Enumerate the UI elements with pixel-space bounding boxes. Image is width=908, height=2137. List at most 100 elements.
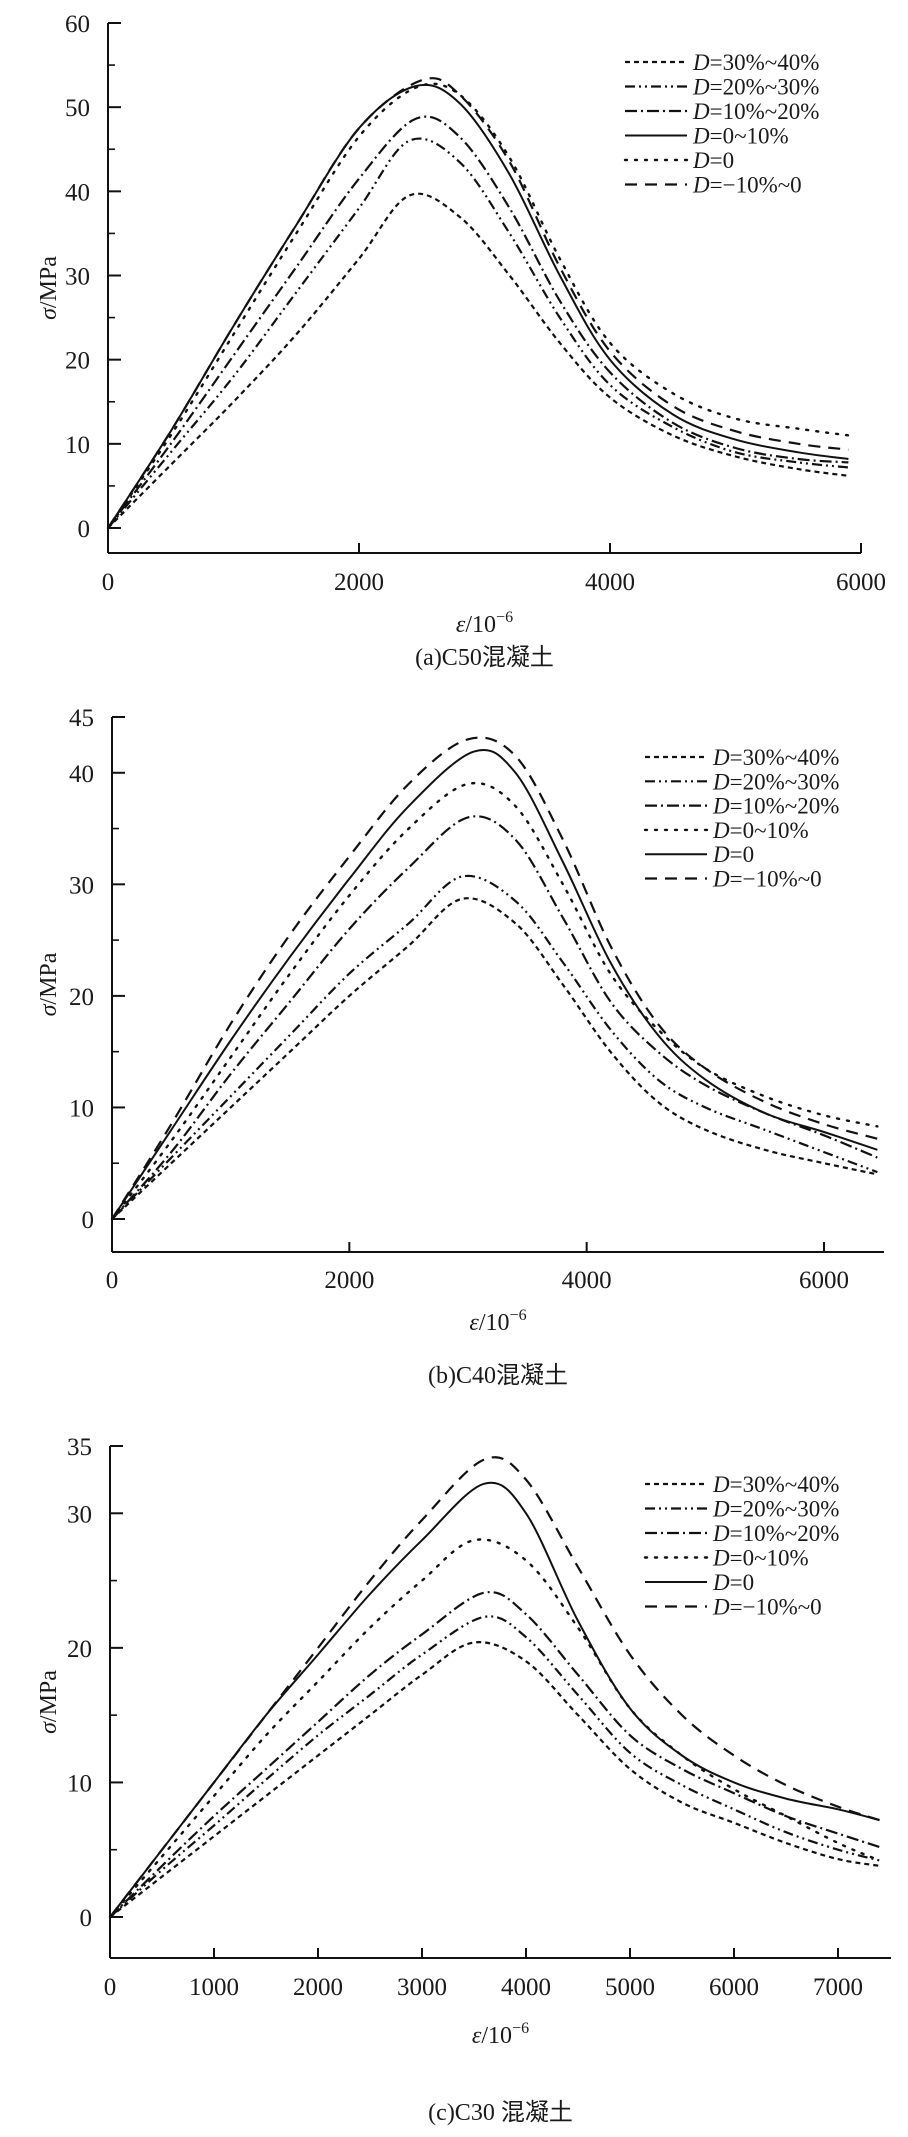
y-axis-unit: /MPa [36,256,62,308]
y-axis-unit: /MPa [36,1670,62,1722]
legend-label-value: =−10%~0 [730,1595,822,1620]
legend-label-value: =10%~20% [730,794,840,819]
series-line-5 [111,736,878,1220]
series-line-0 [109,1641,880,1918]
x-tick-label: 0 [102,569,115,596]
x-tick-label: 7000 [813,1974,863,2001]
y-tick-label: 40 [65,179,90,206]
y-axis-symbol: σ [36,1721,62,1734]
legend-label: D=0 [712,842,754,867]
legend-label: D=0~10% [712,818,809,843]
x-tick-label: 5000 [605,1974,655,2001]
x-tick-label: 6000 [836,569,886,596]
legend-label-value: =−10%~0 [710,173,802,198]
series-line-5 [109,1456,880,1918]
series-line-1 [107,137,849,529]
series-line-1 [111,874,878,1220]
y-tick-label: 35 [67,1434,92,1461]
legend-label: D=0 [712,1570,754,1595]
chart-a: 0 10 20 30 40 50 60 0 2000 4000 6000 ε/10−6 σ/MPa (a)… [36,11,886,671]
series-line-0 [107,192,849,529]
x-axis-title: ε/10−6 [472,2020,529,2049]
legend-label-value: =0~10% [730,1546,809,1571]
x-axis-unit: /10 [479,1310,510,1336]
x-axis-symbol: ε [469,1310,479,1336]
legend-label-value: =30%~40% [730,745,840,770]
series-line-2 [111,815,878,1220]
legend-label-var: D [712,794,730,819]
x-tick-label: 4000 [585,569,635,596]
series-line-3 [110,781,879,1221]
legend-label-value: =0 [730,842,754,867]
y-tick-label: 60 [65,11,90,38]
x-axis-exponent: −6 [512,2020,529,2037]
y-tick-label: 20 [67,1636,92,1663]
x-tick-label: 4000 [562,1267,612,1294]
series-line-0 [111,897,878,1220]
series-line-2 [107,115,849,529]
legend-label: D=0~10% [712,1546,809,1571]
legend-label-value: =0~10% [710,124,789,149]
legend-label: D=−10%~0 [712,1595,822,1620]
x-tick-label: 0 [106,1267,119,1294]
x-axis-symbol: ε [456,612,466,638]
legend-label-value: =30%~40% [710,50,820,75]
x-axis-symbol: ε [472,2023,482,2049]
series-line-4 [106,82,850,530]
x-tick-label: 0 [104,1974,117,2001]
legend-label-value: =10%~20% [730,1521,840,1546]
y-tick-label: 10 [69,1095,94,1122]
y-tick-label: 0 [82,1207,95,1234]
legend-label: D=10%~20% [692,99,819,124]
y-axis-symbol: σ [36,1003,62,1016]
legend-label-var: D [692,124,710,149]
legend-label-value: =0~10% [730,818,809,843]
y-axis-title: σ/MPa [36,256,62,320]
legend-label: D=10%~20% [712,794,839,819]
series-line-4 [109,1481,880,1918]
legend-label-value: =−10%~0 [730,867,822,892]
legend-label-var: D [712,1570,730,1595]
legend-label-var: D [712,745,730,770]
series-line-3 [107,83,849,529]
legend-label: D=20%~30% [712,769,839,794]
x-axis-title: ε/10−6 [456,609,513,638]
legend-label-value: =0 [730,1570,754,1595]
legend-label-value: =20%~30% [730,769,840,794]
y-axis-title: σ/MPa [36,1670,62,1734]
legend-label: D=0~10% [692,124,789,149]
y-tick-label: 10 [65,432,90,459]
legend-label-value: =20%~30% [710,75,820,100]
legend-label: D=−10%~0 [712,867,822,892]
y-tick-label: 0 [80,1905,93,1932]
legend-label-var: D [712,1472,730,1497]
legend-label-var: D [712,1546,730,1571]
legend-label-var: D [712,1521,730,1546]
x-tick-label: 6000 [799,1267,849,1294]
legend-label-value: =10%~20% [710,99,820,124]
x-tick-label: 6000 [709,1974,759,2001]
chart-b: 0 10 20 30 40 45 0 2000 4000 6000 ε/10−6 σ/MPa (b)C4… [36,705,884,1389]
y-tick-label: 20 [65,348,90,375]
y-tick-label: 30 [69,872,94,899]
x-axis-unit: /10 [481,2023,512,2049]
series-line-3 [108,1538,881,1919]
y-axis-title: σ/MPa [36,952,62,1016]
legend-label-var: D [712,1497,730,1522]
y-axis-symbol: σ [36,307,62,320]
y-tick-label: 0 [78,516,91,543]
legend-label-var: D [712,842,730,867]
legend-label: D=10%~20% [712,1521,839,1546]
y-tick-label: 10 [67,1770,92,1797]
legend-label-value: =30%~40% [730,1472,840,1497]
x-tick-label: 4000 [501,1974,551,2001]
x-axis-exponent: −6 [496,609,513,626]
legend-label-value: =0 [710,148,734,173]
x-tick-label: 1000 [189,1974,239,2001]
y-tick-label: 20 [69,984,94,1011]
y-tick-label: 30 [65,264,90,291]
legend-label-var: D [692,50,710,75]
legend-label: D=20%~30% [712,1497,839,1522]
